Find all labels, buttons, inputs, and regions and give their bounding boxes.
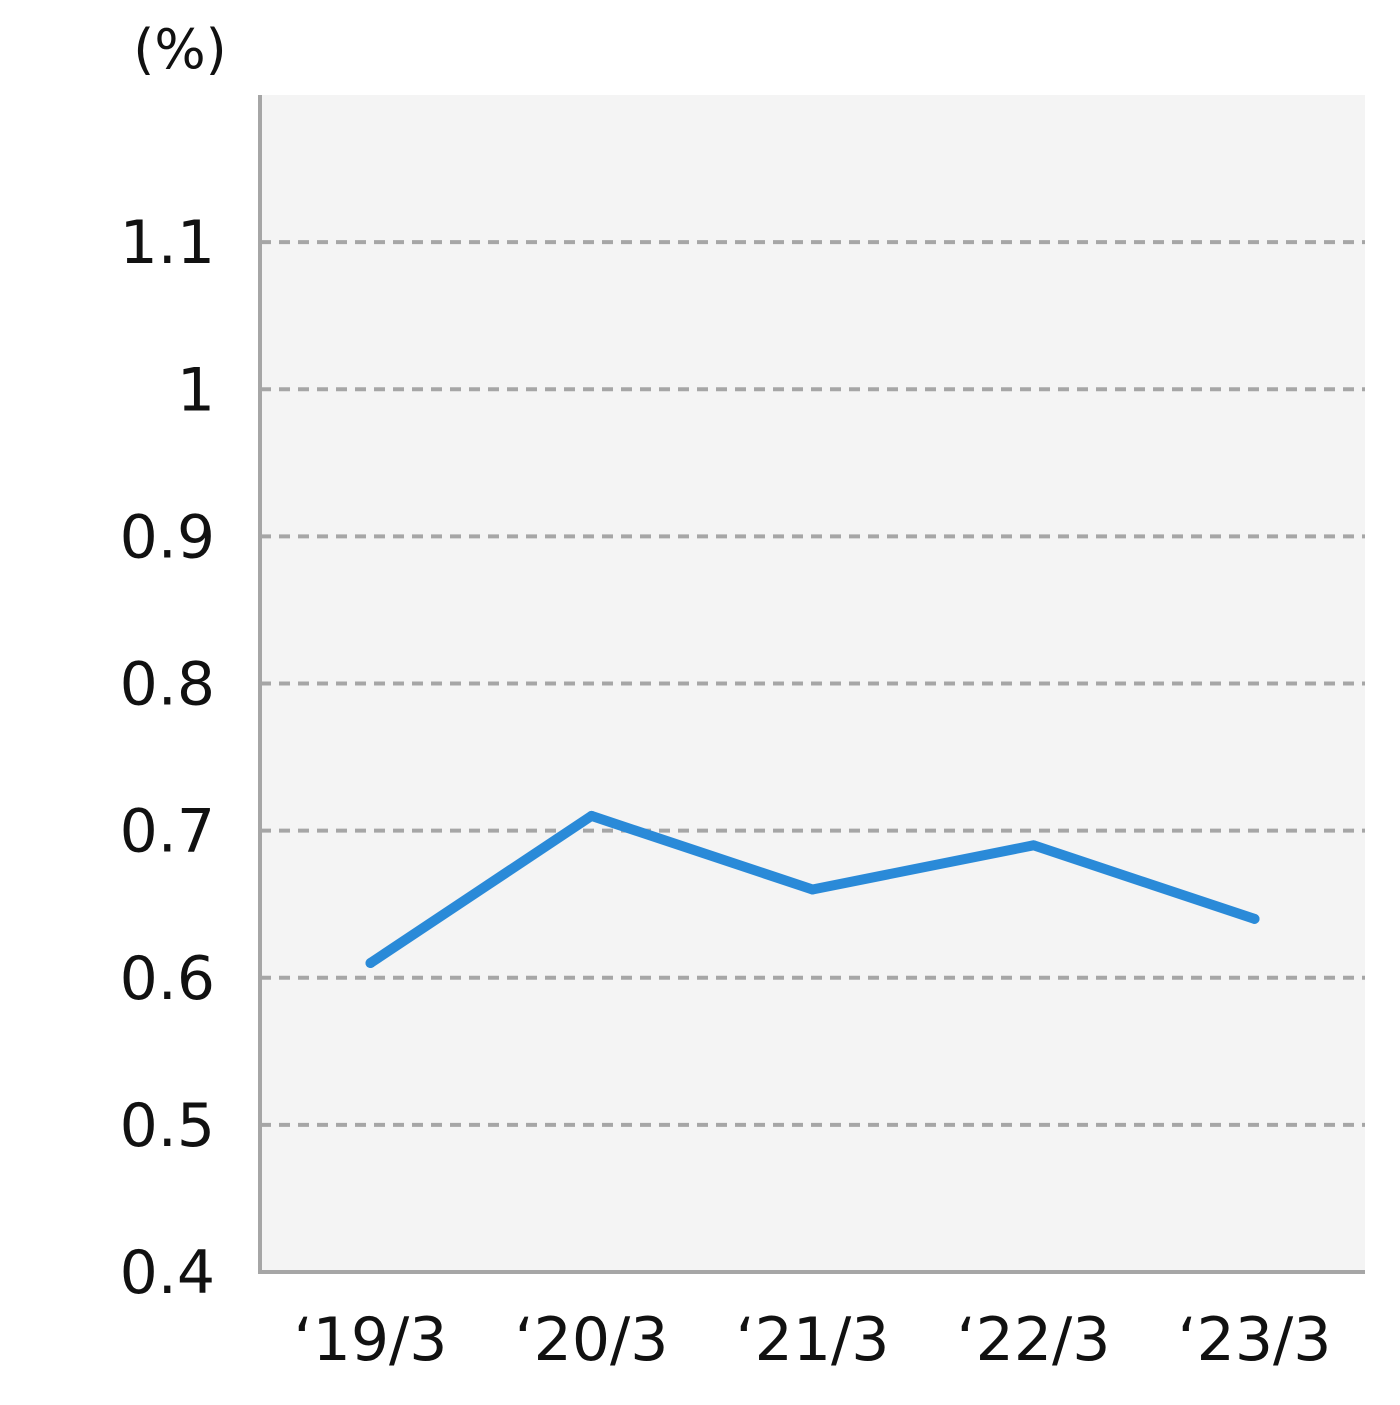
y-tick-label: 0.5 <box>120 1091 215 1161</box>
y-tick-label: 0.6 <box>120 944 215 1014</box>
y-tick-labels: 0.4 0.5 0.6 0.7 0.8 0.9 1 1.1 <box>120 208 215 1308</box>
y-tick-label: 0.7 <box>120 797 215 867</box>
data-point <box>365 958 376 969</box>
y-tick-label: 0.8 <box>120 650 215 720</box>
series-layer <box>365 810 1260 969</box>
x-tick-label: ‘21/3 <box>736 1305 890 1375</box>
x-tick-label: ‘23/3 <box>1178 1305 1332 1375</box>
x-tick-label: ‘22/3 <box>957 1305 1111 1375</box>
x-tick-label: ‘20/3 <box>515 1305 669 1375</box>
data-point <box>1249 913 1260 924</box>
data-point <box>807 884 818 895</box>
axes <box>258 95 1365 1274</box>
y-tick-label: 1 <box>177 355 215 425</box>
data-point <box>1028 840 1039 851</box>
grid-lines <box>260 240 1365 1127</box>
x-tick-label: ‘19/3 <box>294 1305 448 1375</box>
y-axis-unit-label: (%) <box>133 18 226 81</box>
y-tick-label: 0.9 <box>120 502 215 572</box>
x-tick-labels: ‘19/3 ‘20/3 ‘21/3 ‘22/3 ‘23/3 <box>294 1305 1332 1375</box>
y-tick-label: 1.1 <box>120 208 215 278</box>
data-point <box>586 810 597 821</box>
y-tick-label: 0.4 <box>120 1238 215 1308</box>
